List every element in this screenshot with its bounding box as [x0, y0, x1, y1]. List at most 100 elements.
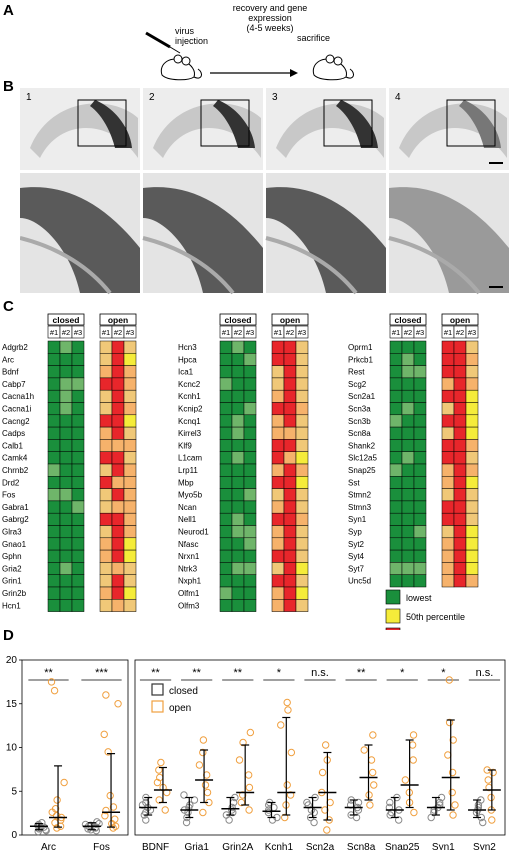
- heatmap-cell-open: [295, 451, 309, 465]
- heatmap-cell-closed: [71, 402, 85, 416]
- heatmap-cell-closed: [219, 389, 233, 403]
- heatmap-cell-open: [283, 414, 297, 428]
- heatmap-cell-closed: [243, 414, 257, 428]
- gene-label: Cacng2: [2, 417, 30, 426]
- heatmap-cell-open: [123, 426, 137, 440]
- heatmap-cell-closed: [219, 562, 233, 575]
- heatmap-cell-open: [111, 500, 125, 514]
- heatmap-cell-open: [111, 439, 125, 452]
- open-point: [239, 738, 247, 747]
- mouse-icon-right: [312, 54, 354, 81]
- heatmap-cell-closed: [71, 353, 85, 366]
- gene-label: Scn2a1: [348, 392, 376, 401]
- heatmap-cell-open: [99, 525, 113, 539]
- expression-region: [336, 100, 378, 148]
- heatmap-cell-closed: [389, 463, 403, 477]
- heatmap-cell-open: [123, 537, 137, 551]
- heatmap-cell-closed: [59, 439, 73, 452]
- legend-swatch: [385, 627, 401, 630]
- legend-swatch: [385, 608, 401, 624]
- heatmap-cell-closed: [389, 439, 403, 452]
- replicate-label: #1: [274, 328, 282, 337]
- legend-label-closed: closed: [169, 686, 198, 697]
- heatmap-cell-open: [441, 365, 455, 379]
- expression-zoom: [266, 187, 386, 293]
- heatmap-cell-closed: [413, 488, 427, 502]
- y-tick-label: 20: [6, 655, 18, 666]
- gene-label: Scn3a: [348, 405, 371, 414]
- open-point: [60, 778, 68, 787]
- heatmap-cell-open: [453, 525, 467, 539]
- heatmap-cell-closed: [47, 353, 61, 366]
- heatmap-cell-closed: [401, 451, 415, 465]
- heatmap-cell-open: [111, 537, 125, 551]
- heatmap-cell-open: [283, 365, 297, 379]
- heatmap-cell-open: [111, 599, 125, 612]
- group-header-box: [271, 313, 309, 326]
- heatmap-cell-open: [271, 389, 285, 403]
- heatmap-cell-open: [283, 537, 297, 551]
- heatmap-cell-open: [271, 439, 285, 452]
- heatmap-cell-closed: [47, 340, 61, 354]
- heatmap-cell-closed: [413, 414, 427, 428]
- heatmap-cell-closed: [47, 512, 61, 526]
- panel-a-schematic: [145, 31, 354, 81]
- heatmap-cell-closed: [231, 439, 245, 452]
- heatmap-cell-open: [441, 525, 455, 539]
- heatmap-cell-open: [99, 340, 113, 354]
- open-point: [246, 728, 255, 737]
- heatmap-cell-open: [453, 549, 467, 563]
- inset-box: [446, 99, 496, 147]
- y-tick-label: 0: [11, 830, 17, 841]
- cell-layer: [265, 236, 358, 295]
- gene-label: Gria2: [2, 564, 22, 573]
- group-header-box: [441, 313, 479, 326]
- heatmap-cell-open: [465, 353, 479, 366]
- x-category-label: Scn8a: [347, 842, 376, 850]
- heatmap-cell-open: [283, 512, 297, 526]
- heatmap-cell-open: [465, 439, 479, 452]
- heatmap-cell-closed: [47, 599, 61, 612]
- open-point: [111, 822, 120, 830]
- heatmap-cell-closed: [389, 562, 403, 575]
- open-point: [321, 741, 330, 749]
- gene-label: Syt7: [348, 564, 365, 573]
- heatmap-cell-open: [271, 525, 285, 539]
- inset-box: [77, 99, 127, 147]
- heatmap-cell-open: [111, 512, 125, 526]
- image-number-label: 1: [26, 92, 32, 103]
- heatmap-cell-open: [99, 463, 113, 477]
- gene-label: Gabrg2: [2, 515, 29, 524]
- gene-label: Nfasc: [178, 540, 198, 549]
- heatmap-cell-closed: [389, 389, 403, 403]
- heatmap-cell-open: [123, 574, 137, 588]
- open-point: [487, 793, 495, 802]
- x-category-label: Syn1: [432, 842, 455, 850]
- heatmap-cell-closed: [243, 537, 257, 551]
- heatmap-cell-closed: [71, 549, 85, 563]
- heatmap-cell-open: [283, 353, 297, 366]
- heatmap-cell-open: [99, 476, 113, 489]
- open-point: [104, 748, 112, 756]
- open-point: [283, 781, 291, 789]
- gene-label: Hpca: [178, 355, 197, 364]
- heatmap-cell-closed: [71, 463, 85, 477]
- open-point: [321, 806, 329, 814]
- heatmap-cell-open: [441, 488, 455, 502]
- heatmap-cell-closed: [59, 500, 73, 514]
- heatmap-cell-open: [441, 463, 455, 477]
- heatmap-cell-closed: [219, 512, 233, 526]
- heatmap-cell-closed: [413, 549, 427, 563]
- heatmap-cell-closed: [47, 586, 61, 600]
- closed-point: [180, 791, 188, 799]
- heatmap-cell-open: [123, 525, 137, 539]
- heatmap-cell-open: [283, 599, 297, 612]
- closed-point: [34, 821, 42, 830]
- heatmap-cell-closed: [47, 377, 61, 391]
- replicate-label: #2: [404, 328, 412, 337]
- heatmap-cell-open: [271, 476, 285, 489]
- replicate-box: [243, 325, 257, 339]
- open-point: [245, 806, 253, 814]
- heatmap-cell-closed: [231, 365, 245, 379]
- heatmap-cell-closed: [413, 402, 427, 416]
